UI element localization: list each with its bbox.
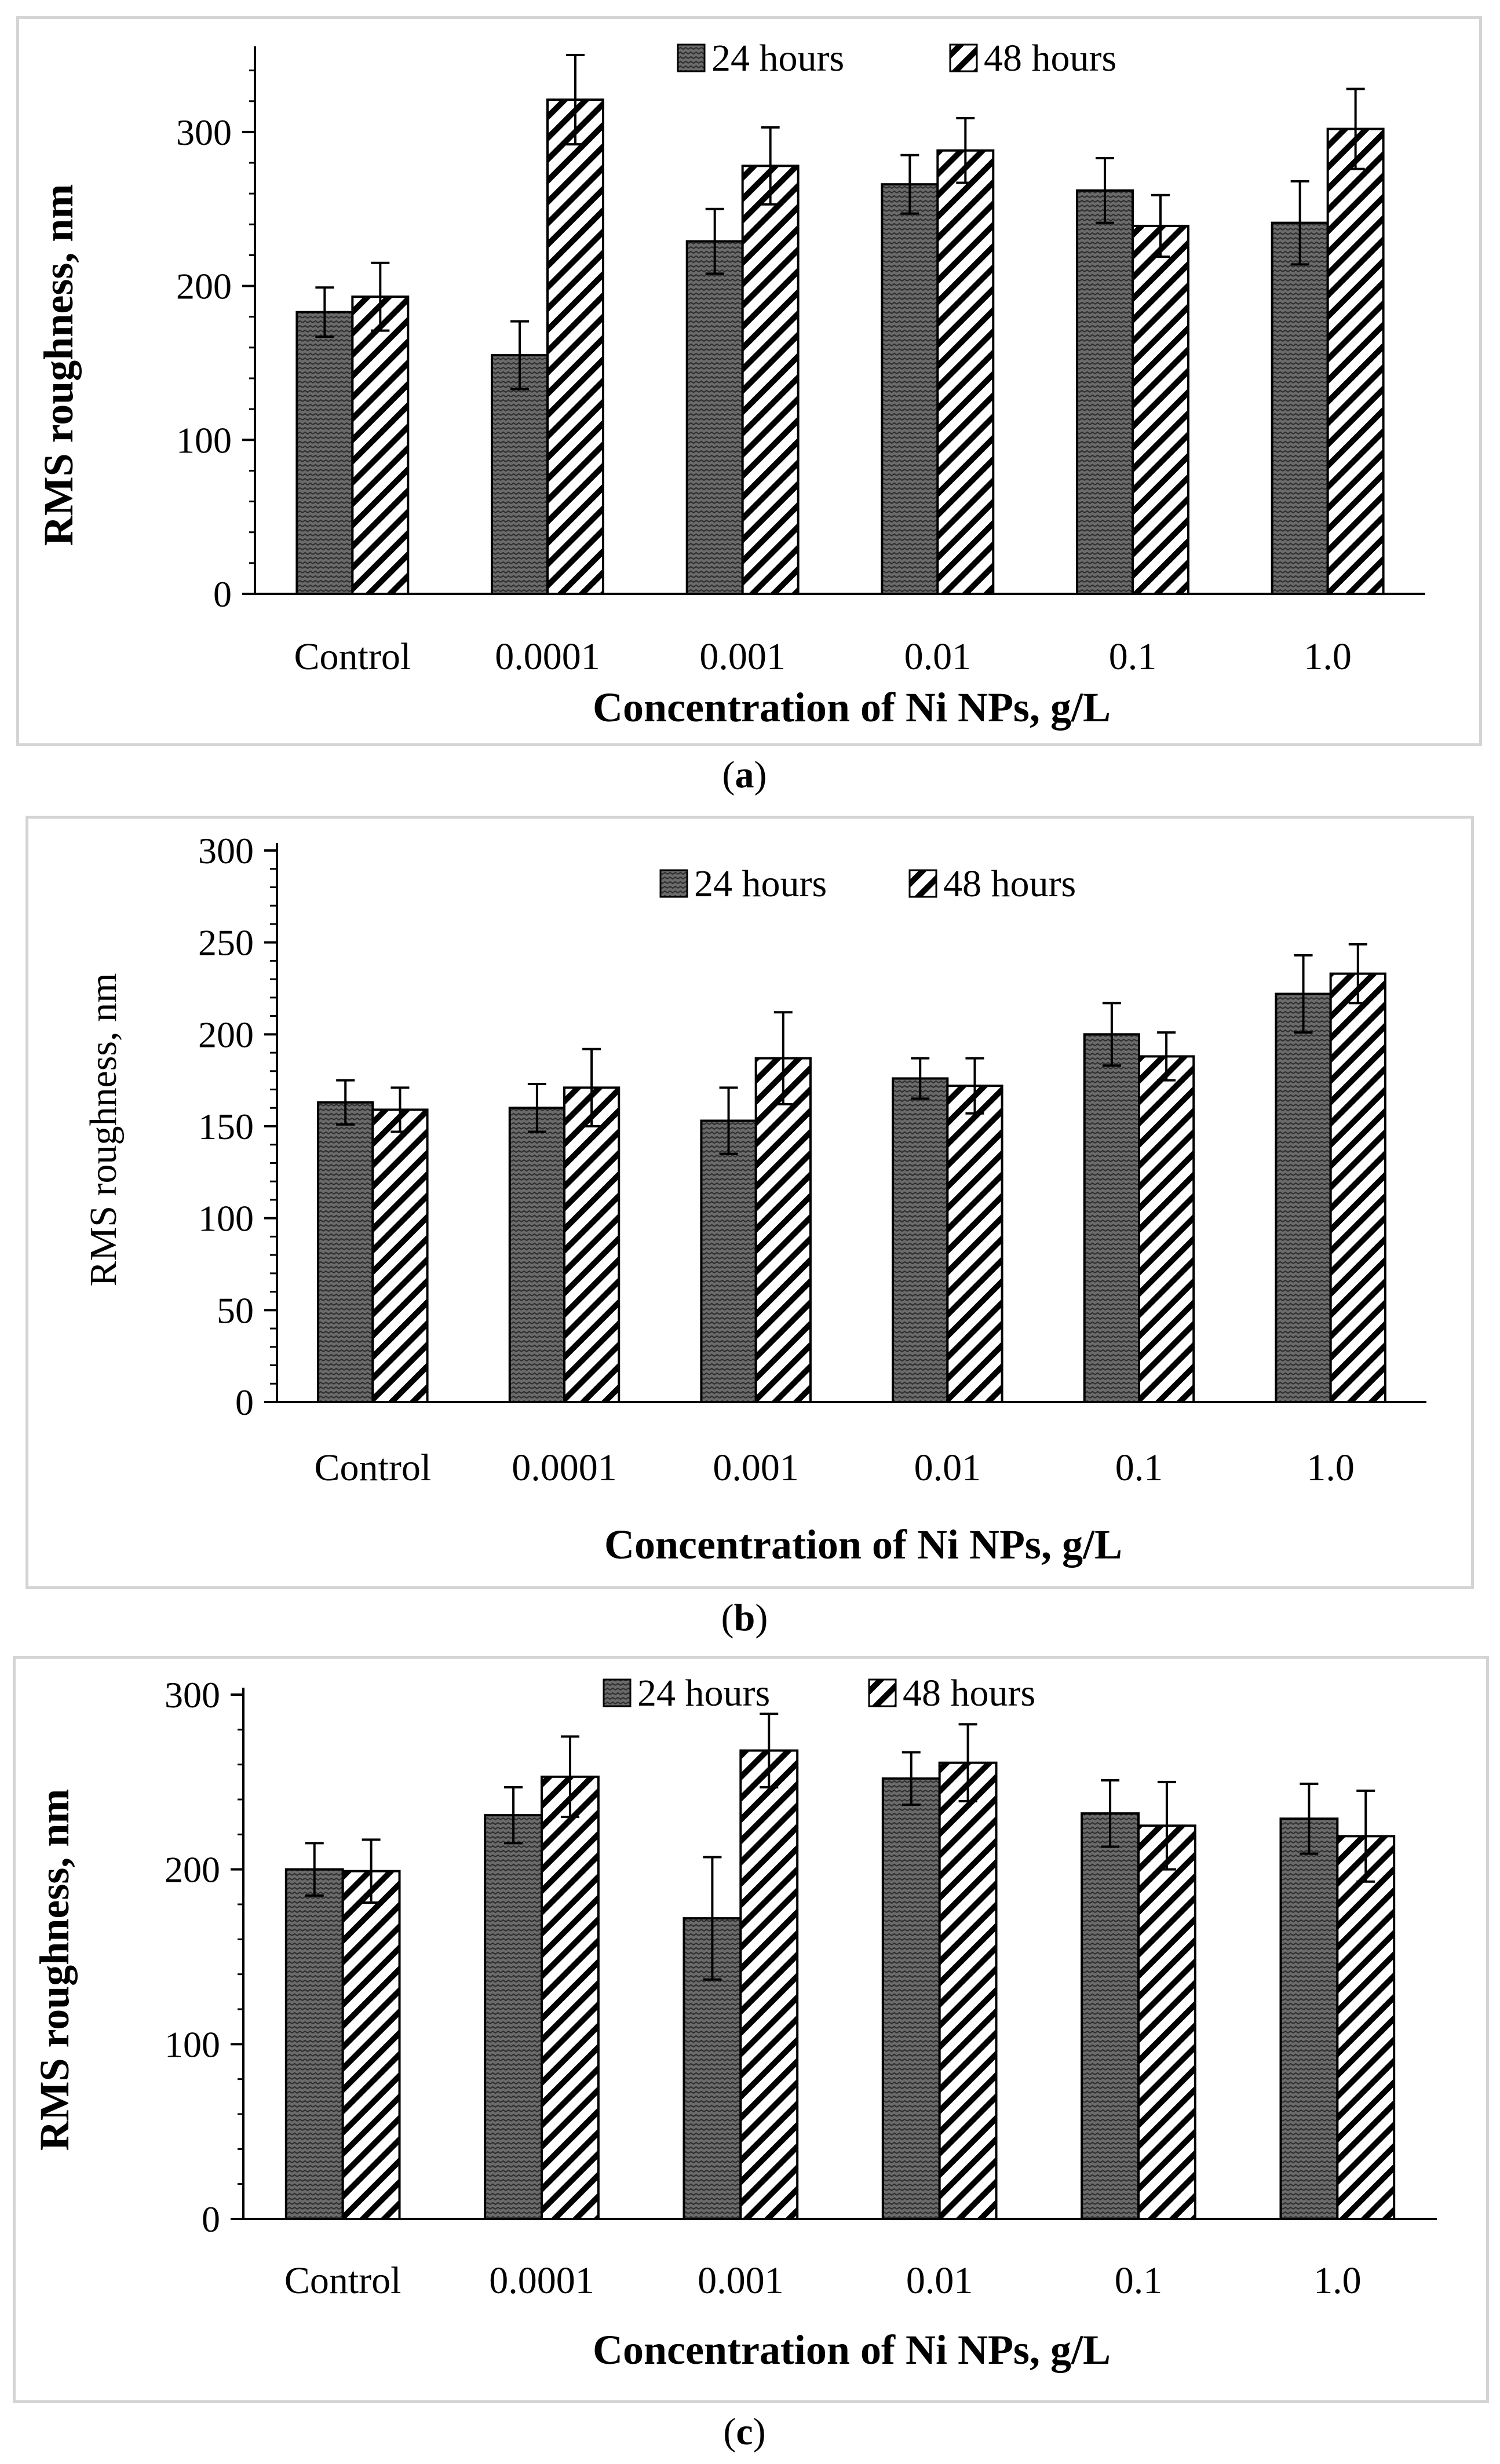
x-tick-label: Control	[314, 1447, 431, 1489]
legend-label-48h: 48 hours	[943, 863, 1076, 905]
legend-swatch-48h	[868, 1678, 897, 1707]
bar-24h-0.01	[881, 1777, 941, 2221]
x-tick-label: 1.0	[1304, 636, 1352, 678]
bar-48h-Control	[341, 1870, 401, 2220]
bar-48h-1.0	[1329, 972, 1386, 1403]
x-tick-label: 0.0001	[495, 636, 600, 678]
bar-24h-1.0	[1271, 221, 1329, 595]
x-tick-label: 0.1	[1109, 636, 1157, 678]
bar-48h-0.0001	[546, 98, 604, 596]
legend-label-48h: 48 hours	[984, 37, 1116, 79]
bar-48h-0.01	[938, 1761, 998, 2220]
bar-24h-0.01	[892, 1077, 949, 1403]
bar-24h-Control	[295, 311, 354, 595]
bar-48h-0.1	[1138, 1055, 1195, 1403]
bar-48h-1.0	[1326, 127, 1385, 596]
bar-24h-1.0	[1275, 992, 1332, 1403]
x-tick-label: 0.01	[914, 1447, 981, 1489]
y-tick-label: 100	[165, 2024, 220, 2065]
bar-48h-Control	[371, 1108, 429, 1403]
bar-24h-0.1	[1076, 189, 1134, 596]
bar-48h-Control	[351, 295, 410, 595]
y-tick-label: 100	[176, 419, 232, 461]
x-tick-label: 1.0	[1306, 1447, 1355, 1489]
chart-b: 0 50 100 150 200 250 300 Control 0.0001 0.001 0.01…	[82, 830, 1426, 1568]
bar-24h-0.0001	[484, 1814, 543, 2220]
chart-c: 0 100 200 300 Control 0.0001 0.001 0.01 0.1 1.0 Co…	[31, 1672, 1437, 2373]
y-tick-label: 0	[202, 2199, 220, 2240]
y-tick-label: 250	[198, 922, 254, 963]
y-axis-title: RMS roughness, nm	[82, 973, 125, 1287]
x-tick-label: 0.001	[699, 636, 786, 678]
y-tick-label: 300	[176, 112, 232, 153]
x-axis-title: Concentration of Ni NPs, g/L	[604, 1521, 1122, 1568]
bar-24h-0.1	[1081, 1812, 1140, 2220]
y-axis-title: RMS roughness, nm	[31, 1789, 78, 2151]
bar-48h-0.001	[739, 1749, 799, 2221]
legend-label-24h: 24 hours	[711, 37, 844, 79]
legend-swatch-24h	[603, 1678, 632, 1707]
bar-24h-0.001	[700, 1119, 757, 1403]
x-tick-label: 1.0	[1313, 2259, 1362, 2302]
caption-b: (b)	[721, 1597, 768, 1639]
bar-24h-1.0	[1279, 1817, 1339, 2220]
bar-24h-Control	[317, 1101, 374, 1404]
x-tick-label: 0.001	[713, 1447, 799, 1489]
bar-24h-0.01	[881, 183, 939, 595]
legend-swatch-48h	[949, 43, 978, 72]
x-tick-label: 0.1	[1115, 1447, 1163, 1489]
legend-swatch-24h	[677, 43, 706, 72]
x-tick-label: 0.0001	[512, 1447, 617, 1489]
y-tick-label: 200	[165, 1849, 220, 1890]
legend-label-48h: 48 hours	[903, 1672, 1035, 1714]
bar-24h-0.0001	[491, 354, 549, 596]
chart-a: 0 100 200 300 Control 0.0001 0.001 0.01 0.1 1.0 Co…	[35, 37, 1425, 731]
bar-48h-0.0001	[563, 1086, 621, 1403]
x-tick-label: Control	[284, 2259, 402, 2302]
y-tick-label: 100	[198, 1198, 254, 1239]
y-tick-label: 0	[213, 574, 232, 615]
caption-a: (a)	[722, 754, 767, 796]
y-tick-label: 300	[198, 830, 254, 871]
legend-swatch-24h	[659, 869, 688, 898]
bar-48h-0.01	[936, 149, 995, 595]
bar-48h-0.1	[1137, 1824, 1196, 2220]
bar-48h-0.01	[946, 1085, 1003, 1403]
bar-48h-0.1	[1132, 224, 1189, 595]
bar-24h-0.0001	[508, 1107, 566, 1404]
bar-24h-0.1	[1083, 1033, 1141, 1404]
bar-48h-0.001	[754, 1057, 812, 1403]
bar-48h-0.001	[741, 165, 800, 596]
y-tick-label: 150	[198, 1106, 254, 1147]
y-tick-label: 50	[217, 1290, 254, 1331]
y-tick-label: 200	[176, 266, 232, 307]
legend-swatch-48h	[908, 869, 937, 898]
x-tick-label: Control	[294, 636, 411, 678]
bar-24h-0.001	[685, 240, 744, 595]
x-tick-label: 0.1	[1115, 2259, 1163, 2302]
legend-label-24h: 24 hours	[637, 1672, 770, 1714]
y-tick-label: 0	[235, 1382, 254, 1423]
x-axis-title: Concentration of Ni NPs, g/L	[593, 2327, 1111, 2373]
bar-48h-1.0	[1336, 1835, 1396, 2221]
x-tick-label: 0.01	[906, 2259, 973, 2302]
x-tick-label: 0.01	[904, 636, 972, 678]
x-tick-label: 0.0001	[489, 2259, 594, 2302]
x-tick-label: 0.001	[698, 2259, 784, 2302]
y-tick-label: 300	[165, 1674, 220, 1715]
legend-label-24h: 24 hours	[694, 863, 827, 905]
bar-48h-0.0001	[541, 1775, 600, 2221]
bar-24h-Control	[284, 1868, 344, 2221]
y-tick-label: 200	[198, 1014, 254, 1055]
x-axis-title: Concentration of Ni NPs, g/L	[593, 684, 1111, 731]
y-axis-title: RMS roughness, nm	[35, 184, 82, 546]
caption-c: (c)	[723, 2411, 766, 2453]
